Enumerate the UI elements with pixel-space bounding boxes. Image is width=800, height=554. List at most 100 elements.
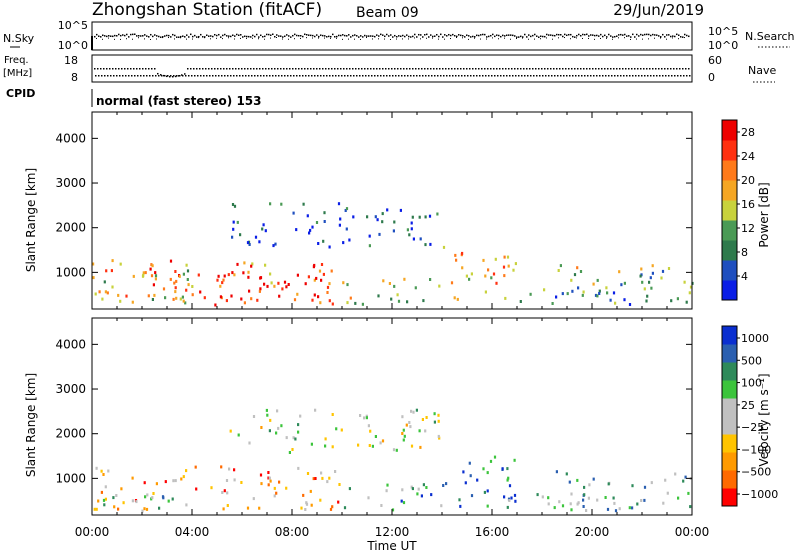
nave-point [485,75,487,77]
nsky-point [230,35,232,38]
nsearch-point [588,37,589,39]
velocity-cell [141,509,144,513]
freq-panel-frame [91,54,693,83]
power-cell [236,262,239,266]
freq-point [322,68,324,70]
power-colorbar-swatch [722,220,737,241]
freq-point [448,68,450,70]
velocity-cell [265,408,268,412]
nave-point [200,75,202,77]
power-cell [186,269,190,273]
nsky-point [140,35,142,37]
velocity-cell [386,483,389,487]
power-cell [151,298,154,301]
velocity-cell [643,485,647,489]
freq-point [352,68,354,70]
freq-point [211,68,213,70]
nave-point [155,75,157,77]
power-cell [344,209,347,212]
power-cell [450,281,454,285]
power-cell [388,282,391,285]
freq-point [112,68,114,70]
freq-point [541,68,543,70]
freq-point [121,68,123,70]
velocity-cell [558,500,561,504]
power-cell [191,285,194,288]
nsky-point [162,36,164,38]
nave-point [632,75,634,77]
nave-point [620,75,622,77]
nsky-point [316,34,318,36]
nave-point [395,75,397,77]
nsky-point [656,34,658,36]
nsearch-point [306,37,307,39]
velocity-cell [664,478,667,482]
power-cell [250,264,253,268]
power-cell [461,266,464,270]
power-cell [411,215,414,219]
power-cell [311,298,314,302]
nsky-point [482,33,484,36]
velocity-cell [606,507,610,511]
freq-point [349,68,351,70]
velocity-cell [618,507,621,511]
nsky-point [150,33,152,36]
nsky-point [604,34,606,37]
nave-point [560,75,562,77]
nsky-point [110,35,112,37]
freq-point [169,75,171,78]
velocity-cell [385,489,388,493]
nave-point [248,75,250,77]
freq-point [415,68,417,70]
velocity-cell [464,481,467,485]
nsky-point [462,35,464,37]
nsky-point [144,34,146,36]
nsky-point [174,34,176,37]
power-cell [650,286,653,290]
nsky-point [158,35,160,38]
velocity-cell [445,482,448,486]
nave-point [146,75,148,77]
freq-point [157,72,159,75]
nsky-point [386,33,388,36]
nave-point [104,75,106,77]
power-cell [323,220,326,223]
freq-point [205,68,207,70]
velocity-cell [269,479,272,483]
velocity-cell [155,482,158,486]
nave-point [557,75,559,77]
nave-point [98,75,100,77]
nave-point [608,75,610,77]
nsky-point [148,36,150,38]
freq-point [190,68,192,70]
nsky-point [254,35,256,38]
power-cell [507,264,510,268]
freq-point [346,68,348,70]
nave-point [635,75,637,77]
power-cell [187,283,190,287]
nsky-point [660,36,662,38]
nave-point [665,75,667,77]
freq-point [370,68,372,70]
velocity-cell [689,505,692,509]
power-colorbar-frame [721,119,738,301]
freq-point [238,68,240,70]
freq-point [319,68,321,70]
freq-point [373,68,375,70]
nave-point [515,75,517,77]
nave-point [440,75,442,77]
nsearch-point [312,37,313,39]
velocity-cell [306,472,310,475]
power-cell [605,286,608,290]
nave-point [419,75,421,77]
power-cell [377,294,380,298]
velocity-cell [425,486,428,489]
velocity-cell [365,416,368,420]
nsearch-point [162,37,163,39]
nsky-point [292,34,294,37]
nave-point [227,75,229,77]
nsky-point [652,33,654,36]
power-cell [256,298,259,302]
nsky-point [446,35,448,37]
nsearch-point [204,37,205,39]
